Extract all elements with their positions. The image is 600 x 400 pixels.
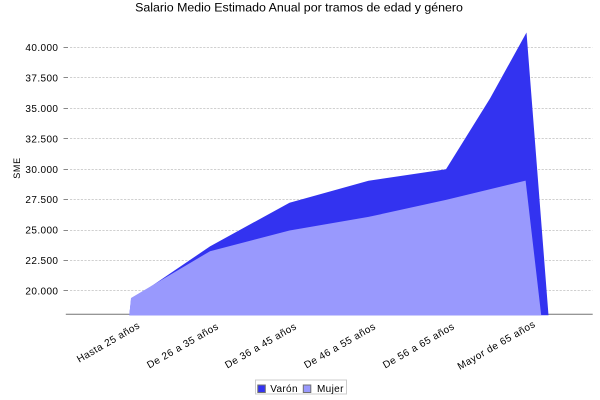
svg-text:SME: SME (12, 157, 22, 179)
svg-text:27.500: 27.500 (25, 195, 58, 206)
svg-text:32.500: 32.500 (25, 134, 58, 145)
svg-text:20.000: 20.000 (25, 286, 58, 297)
svg-text:37.500: 37.500 (25, 74, 58, 85)
svg-text:35.000: 35.000 (25, 104, 58, 115)
svg-text:Varón: Varón (270, 384, 298, 395)
svg-text:40.000: 40.000 (25, 43, 58, 54)
svg-text:Salario Medio Estimado Anual p: Salario Medio Estimado Anual por tramos … (135, 1, 463, 15)
svg-text:25.000: 25.000 (25, 226, 58, 237)
svg-text:Mujer: Mujer (317, 384, 344, 395)
svg-text:22.500: 22.500 (25, 256, 58, 267)
svg-text:30.000: 30.000 (25, 165, 58, 176)
